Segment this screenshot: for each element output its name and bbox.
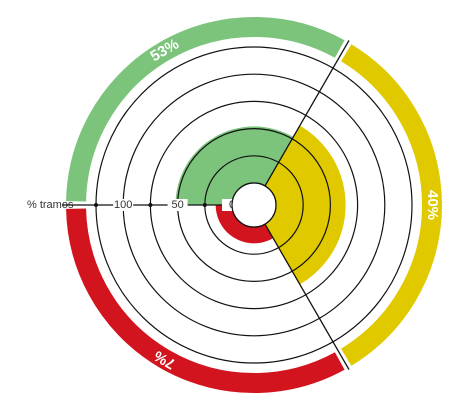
ring-segment [66, 208, 345, 393]
center-hole [231, 182, 277, 228]
tick-dot [94, 203, 98, 207]
tick-label: 50 [171, 199, 183, 211]
tick-dot [202, 203, 207, 207]
tick-dot [148, 203, 153, 207]
wedge [265, 125, 346, 285]
divider [264, 223, 350, 370]
axis-label: % tramos [27, 199, 74, 211]
wedge [215, 205, 274, 244]
tick-bg [167, 199, 188, 211]
tick-label: 100 [114, 199, 132, 211]
tick-bg [113, 199, 134, 211]
ring-segment [66, 17, 345, 202]
ring-segment [341, 44, 442, 366]
divider [264, 40, 350, 187]
ring-label: 40% [424, 190, 441, 220]
